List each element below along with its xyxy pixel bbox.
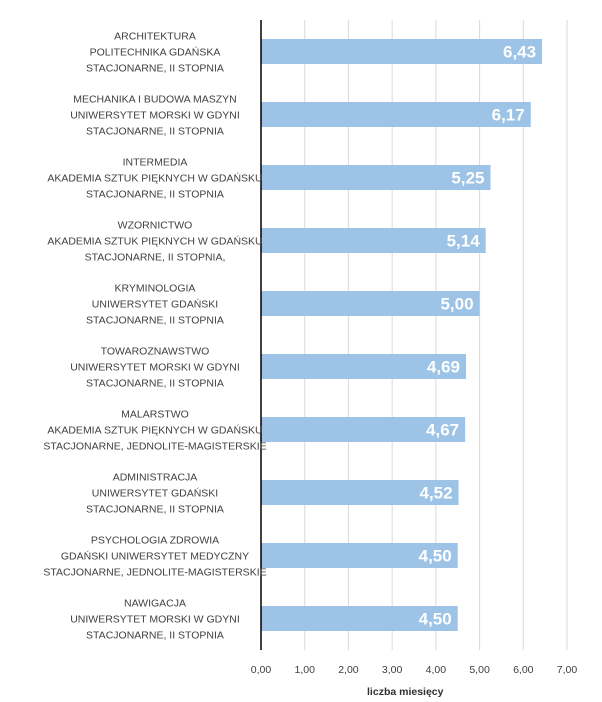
x-tick-label: 7,00 (557, 664, 578, 676)
category-label-line: GDAŃSKI UNIWERSYTET MEDYCZNY (61, 550, 249, 563)
bar (261, 228, 486, 253)
category-label-line: MECHANIKA I BUDOWA MASZYN (73, 94, 237, 106)
value-label: 4,69 (427, 358, 460, 377)
x-tick-label: 2,00 (338, 664, 359, 676)
category-labels: ARCHITEKTURA POLITECHNIKA GDAŃSKA STACJONA… (43, 31, 266, 642)
value-label: 6,17 (492, 106, 525, 125)
category-label-line: AKADEMIA SZTUK PIĘKNYCH W GDAŃSKU (47, 235, 262, 248)
category-label-line: STACJONARNE, JEDNOLITE-MAGISTERSKIE (43, 567, 266, 579)
bar (261, 417, 466, 442)
category-label: KRYMINOLOGIA UNIWERSYTET GDAŃSKI STACJONAR… (86, 283, 224, 327)
category-label-line: AKADEMIA SZTUK PIĘKNYCH W GDAŃSKU (47, 424, 262, 437)
category-label-line: ARCHITEKTURA (114, 31, 196, 43)
category-label-line: STACJONARNE, II STOPNIA (86, 315, 224, 327)
bar (261, 102, 531, 127)
category-label-line: ADMINISTRACJA (113, 472, 198, 484)
value-label: 4,50 (419, 610, 452, 629)
x-tick-labels: 0,00 1,00 2,00 3,00 4,00 5,00 6,00 7,00 (251, 664, 578, 676)
x-tick-label: 0,00 (251, 664, 272, 676)
bar (261, 39, 543, 64)
x-axis-title: liczba miesięcy (367, 686, 444, 698)
value-label: 6,43 (503, 43, 536, 62)
category-label-line: STACJONARNE, II STOPNIA, (85, 252, 226, 264)
bar (261, 165, 491, 190)
category-label-line: STACJONARNE, II STOPNIA (86, 126, 224, 138)
category-label-line: MALARSTWO (121, 409, 189, 421)
category-label: INTERMEDIA AKADEMIA SZTUK PIĘKNYCH W GDAŃ… (47, 157, 262, 201)
value-label: 4,67 (426, 421, 459, 440)
bar (261, 354, 467, 379)
category-label-line: NAWIGACJA (124, 598, 186, 610)
category-label-line: STACJONARNE, JEDNOLITE-MAGISTERSKIE (43, 441, 266, 453)
x-tick-label: 6,00 (513, 664, 534, 676)
value-label: 5,00 (440, 295, 473, 314)
category-label: NAWIGACJA UNIWERSYTET MORSKI W GDYNI STACJ… (70, 598, 240, 642)
value-label: 4,52 (419, 484, 452, 503)
category-label: PSYCHOLOGIA ZDROWIA GDAŃSKI UNIWERSYTET M… (43, 535, 266, 579)
value-label: 5,14 (447, 232, 481, 251)
category-label-line: INTERMEDIA (123, 157, 188, 169)
category-label-line: STACJONARNE, II STOPNIA (86, 63, 224, 75)
category-label-line: POLITECHNIKA GDAŃSKA (90, 46, 221, 59)
bar (261, 480, 459, 505)
category-label: WZORNICTWO AKADEMIA SZTUK PIĘKNYCH W GDAŃ… (47, 220, 262, 264)
bar (261, 606, 458, 631)
category-label: ADMINISTRACJA UNIWERSYTET GDAŃSKI STACJONA… (86, 472, 224, 516)
bar (261, 543, 458, 568)
category-label-line: UNIWERSYTET MORSKI W GDYNI (70, 614, 240, 626)
category-label: MALARSTWO AKADEMIA SZTUK PIĘKNYCH W GDAŃS… (43, 409, 266, 453)
value-label: 4,50 (419, 547, 452, 566)
category-label-line: TOWAROZNAWSTWO (101, 346, 210, 358)
category-label: TOWAROZNAWSTWO UNIWERSYTET MORSKI W GDYNI… (70, 346, 240, 390)
bar (261, 291, 480, 316)
category-label-line: UNIWERSYTET MORSKI W GDYNI (70, 110, 240, 122)
value-label: 5,25 (451, 169, 484, 188)
category-label: MECHANIKA I BUDOWA MASZYN UNIWERSYTET MOR… (70, 94, 240, 138)
x-tick-label: 5,00 (469, 664, 490, 676)
category-label-line: AKADEMIA SZTUK PIĘKNYCH W GDAŃSKU (47, 172, 262, 185)
category-label-line: STACJONARNE, II STOPNIA (86, 378, 224, 390)
x-tick-label: 3,00 (382, 664, 403, 676)
category-label-line: KRYMINOLOGIA (115, 283, 196, 295)
category-label: ARCHITEKTURA POLITECHNIKA GDAŃSKA STACJONA… (86, 31, 224, 75)
category-label-line: STACJONARNE, II STOPNIA (86, 630, 224, 642)
x-tick-label: 1,00 (294, 664, 315, 676)
category-label-line: WZORNICTWO (118, 220, 193, 232)
category-label-line: UNIWERSYTET MORSKI W GDYNI (70, 362, 240, 374)
category-label-line: PSYCHOLOGIA ZDROWIA (91, 535, 219, 547)
bars: 6,43 6,17 5,25 5,14 5,00 4,69 4,67 4,52 4,50 4,50 (261, 39, 543, 631)
category-label-line: UNIWERSYTET GDAŃSKI (92, 298, 218, 311)
x-tick-label: 4,00 (426, 664, 447, 676)
category-label-line: STACJONARNE, II STOPNIA (86, 504, 224, 516)
category-label-line: STACJONARNE, II STOPNIA (86, 189, 224, 201)
category-label-line: UNIWERSYTET GDAŃSKI (92, 487, 218, 500)
